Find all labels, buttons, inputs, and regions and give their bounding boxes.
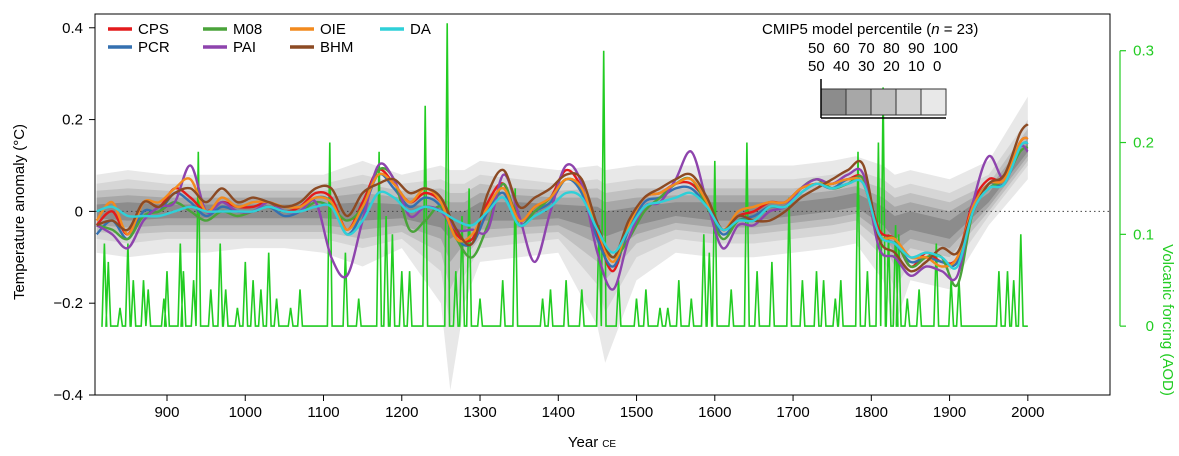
y-tick-label: −0.4 — [53, 387, 83, 404]
plot-frame — [94, 13, 1111, 396]
y2-tick-label: 0.2 — [1133, 135, 1154, 152]
legend-label-bhm: BHM — [320, 39, 353, 56]
percentile-key-swatch — [845, 88, 872, 116]
y-tick-label: 0.2 — [62, 112, 83, 129]
y2-axis-label: Volcanic forcing (AOD) — [1159, 244, 1176, 396]
y-tick-label: −0.2 — [53, 295, 83, 312]
legend-label-m08: M08 — [233, 21, 262, 38]
x-tick-label: 1500 — [620, 404, 653, 421]
series-line-da — [96, 141, 1029, 270]
y-axis-label: Temperature anomaly (°C) — [11, 124, 28, 300]
percentile-key: CMIP5 model percentile (n = 23) 50 60 70 80… — [762, 21, 978, 119]
x-tick-label: 1400 — [542, 404, 575, 421]
series-line-bhm — [96, 123, 1029, 273]
percentile-key-swatch — [820, 88, 847, 116]
percentile-key-title: CMIP5 model percentile (n = 23) — [762, 21, 978, 38]
percentile-key-upper-label: 70 — [858, 40, 875, 57]
percentile-key-upper-label: 60 — [833, 40, 850, 57]
x-tick-label: 1900 — [933, 404, 966, 421]
x-tick-label: 1000 — [229, 404, 262, 421]
x-axis-label-main: Year — [568, 434, 598, 451]
percentile-key-lower-label: 0 — [933, 58, 941, 75]
percentile-band-p30-p70 — [96, 137, 1028, 262]
y-axis: −0.4 −0.2 0 0.2 0.4 — [53, 20, 95, 404]
percentile-key-swatch — [895, 88, 922, 116]
percentile-key-lower-label: 30 — [858, 58, 875, 75]
percentile-key-upper-label: 80 — [883, 40, 900, 57]
percentile-key-title-prefix: CMIP5 model percentile ( — [762, 21, 931, 38]
x-tick-label: 1200 — [385, 404, 418, 421]
percentile-key-upper-label: 100 — [933, 40, 958, 57]
y2-axis: 0 0.1 0.2 0.3 — [1119, 43, 1154, 335]
legend-label-da: DA — [410, 21, 431, 38]
percentile-key-lower-label: 40 — [833, 58, 850, 75]
x-tick-label: 1600 — [698, 404, 731, 421]
percentile-key-swatch — [920, 88, 947, 116]
y-tick-label: 0 — [75, 203, 83, 220]
percentile-band-p0-p100 — [96, 96, 1028, 391]
x-axis-label: Year CE — [568, 434, 617, 451]
y-tick-label: 0.4 — [62, 20, 83, 37]
y2-tick-label: 0.1 — [1133, 226, 1154, 243]
x-axis: 900 1000 1100 1200 1300 1400 1500 1600 1700 1800 1… — [154, 395, 1045, 421]
percentile-key-title-suffix: = 23) — [940, 21, 979, 38]
x-tick-label: 1300 — [463, 404, 496, 421]
y2-tick-label: 0.3 — [1133, 43, 1154, 60]
percentile-key-upper-label: 90 — [908, 40, 925, 57]
legend: CPS M08 OIE DA PCR PAI BHM — [108, 21, 431, 56]
x-tick-label: 900 — [154, 404, 179, 421]
percentile-key-lower-label: 10 — [908, 58, 925, 75]
x-tick-label: 1100 — [307, 404, 339, 421]
x-tick-label: 1800 — [855, 404, 888, 421]
percentile-key-lower-label: 20 — [883, 58, 900, 75]
reconstruction-lines — [95, 123, 1029, 291]
legend-label-pcr: PCR — [138, 39, 170, 56]
percentile-key-swatch — [870, 88, 897, 116]
percentile-key-upper-label: 50 — [808, 40, 825, 57]
legend-label-oie: OIE — [320, 21, 346, 38]
x-tick-label: 2000 — [1011, 404, 1044, 421]
x-tick-label: 1700 — [776, 404, 809, 421]
x-axis-label-suffix: CE — [602, 439, 616, 450]
series-line-cps — [95, 136, 1029, 273]
legend-label-pai: PAI — [233, 39, 256, 56]
y2-tick-label: 0 — [1146, 318, 1154, 335]
percentile-key-lower-label: 50 — [808, 58, 825, 75]
legend-label-cps: CPS — [138, 21, 169, 38]
percentile-key-n: n — [931, 21, 939, 38]
